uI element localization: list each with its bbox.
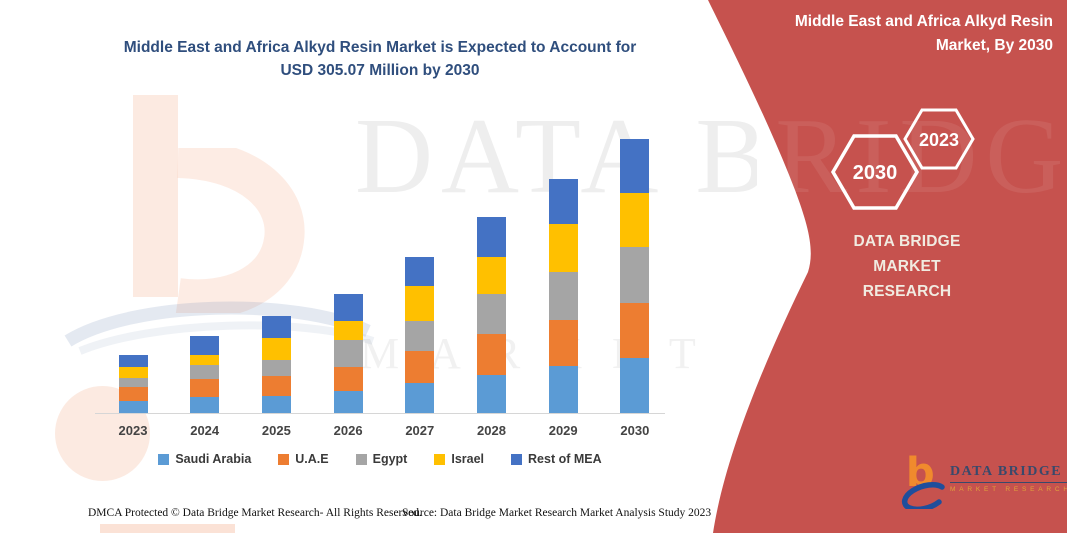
logo-text-block: DATA BRIDGE MARKET RESEARCH <box>950 464 1067 493</box>
main-title-line1: Middle East and Africa Alkyd Resin Marke… <box>123 39 637 56</box>
legend-item-egypt: Egypt <box>355 452 408 466</box>
logo-name: DATA BRIDGE <box>950 464 1067 483</box>
hexagon-2023-label: 2023 <box>919 130 959 150</box>
bar-segment-egypt-2027 <box>405 320 435 352</box>
bar-segment-rest-of-mea-2024 <box>190 335 220 355</box>
bar-segment-rest-of-mea-2023 <box>118 354 148 368</box>
x-axis-label-2026: 2026 <box>333 423 363 438</box>
bar-segment-israel-2023 <box>118 367 148 378</box>
bar-segment-saudi-arabia-2030 <box>620 358 650 413</box>
bar-segment-rest-of-mea-2029 <box>548 178 578 225</box>
bar-segment-saudi-arabia-2025 <box>261 395 291 413</box>
hexagon-2030-label: 2030 <box>853 162 898 184</box>
bar-segment-u-a-e-2030 <box>620 302 650 359</box>
x-axis-label-2027: 2027 <box>405 423 435 438</box>
bar-segment-egypt-2023 <box>118 377 148 388</box>
legend-label: Israel <box>451 452 485 466</box>
bar-segment-u-a-e-2023 <box>118 387 148 401</box>
x-axis-label-2030: 2030 <box>620 423 650 438</box>
bar-segment-rest-of-mea-2025 <box>261 316 291 338</box>
logo-tagline: MARKET RESEARCH <box>950 486 1067 493</box>
x-axis-label-2024: 2024 <box>190 423 220 438</box>
brand-text: DATA BRIDGE MARKET RESEARCH <box>818 229 996 304</box>
brand-line2: RESEARCH <box>862 283 952 300</box>
legend-label: Saudi Arabia <box>175 452 252 466</box>
data-bridge-logo: b DATA BRIDGE MARKET RESEARCH <box>898 453 1067 511</box>
legend-label: Rest of MEA <box>528 452 602 466</box>
bar-segment-egypt-2029 <box>548 272 578 320</box>
bar-segment-rest-of-mea-2028 <box>477 217 506 257</box>
legend-item-saudi-arabia: Saudi Arabia <box>158 452 251 466</box>
bar-segment-saudi-arabia-2026 <box>333 390 363 413</box>
bar-segment-rest-of-mea-2026 <box>333 293 363 322</box>
bar-segment-u-a-e-2026 <box>333 367 363 391</box>
bar-segment-saudi-arabia-2024 <box>190 396 220 413</box>
legend-swatch <box>158 453 170 465</box>
side-panel-title: Middle East and Africa Alkyd Resin Marke… <box>753 10 1053 58</box>
side-panel-title-line1: Middle East and Africa Alkyd Resin <box>794 13 1053 30</box>
legend-swatch <box>278 453 290 465</box>
main-title: Middle East and Africa Alkyd Resin Marke… <box>60 36 700 82</box>
x-axis-label-2029: 2029 <box>548 423 578 438</box>
hexagon-badges: 2030 2023 <box>830 108 975 210</box>
bar-segment-saudi-arabia-2027 <box>405 383 435 413</box>
bar-segment-u-a-e-2024 <box>190 378 220 397</box>
bar-segment-u-a-e-2028 <box>477 333 506 376</box>
bar-segment-u-a-e-2025 <box>261 376 291 396</box>
bar-segment-rest-of-mea-2030 <box>620 139 650 193</box>
legend-label: Egypt <box>372 452 408 466</box>
logo-swoosh-icon <box>901 482 945 509</box>
legend-item-israel: Israel <box>434 452 484 466</box>
bar-segment-saudi-arabia-2023 <box>118 400 148 413</box>
x-axis-label-2028: 2028 <box>477 423 506 438</box>
bar-segment-egypt-2024 <box>190 365 220 379</box>
legend: Saudi Arabia U.A.E Egypt Israel Rest of MEA <box>85 452 675 466</box>
x-axis-labels: 2023 2024 2025 2026 2027 2028 2029 2030 <box>95 423 665 441</box>
bar-segment-israel-2029 <box>548 224 578 272</box>
bar-segment-rest-of-mea-2027 <box>405 256 435 287</box>
bar-segment-israel-2024 <box>190 354 220 366</box>
plot-area <box>95 137 665 414</box>
legend-swatch <box>434 453 446 465</box>
bar-segment-saudi-arabia-2028 <box>477 375 506 413</box>
bar-segment-israel-2028 <box>477 256 506 295</box>
bar-segment-israel-2026 <box>333 321 363 341</box>
x-axis-label-2025: 2025 <box>261 423 291 438</box>
bar-segment-israel-2030 <box>620 192 650 247</box>
hexagon-2023 <box>903 108 975 170</box>
legend-item-rest-of-mea: Rest of MEA <box>511 452 602 466</box>
bar-segment-u-a-e-2029 <box>548 319 578 367</box>
hexagon-2030 <box>830 134 920 210</box>
legend-swatch <box>355 453 367 465</box>
legend-item-u-a-e: U.A.E <box>278 452 329 466</box>
bar-segment-egypt-2030 <box>620 246 650 303</box>
footer-source: Source: Data Bridge Market Research Mark… <box>402 507 712 519</box>
side-panel-title-line2: Market, By 2030 <box>935 37 1053 54</box>
main-title-line2: USD 305.07 Million by 2030 <box>280 62 480 79</box>
brand-line1: DATA BRIDGE MARKET <box>853 233 961 275</box>
bar-segment-israel-2025 <box>261 337 291 361</box>
footer-dmca: DMCA Protected © Data Bridge Market Rese… <box>88 507 422 519</box>
legend-swatch <box>511 453 523 465</box>
bar-segment-egypt-2026 <box>333 340 363 368</box>
bar-segment-egypt-2028 <box>477 294 506 334</box>
legend-label: U.A.E <box>295 452 329 466</box>
bar-segment-israel-2027 <box>405 286 435 321</box>
bar-segment-u-a-e-2027 <box>405 351 435 384</box>
x-axis-label-2023: 2023 <box>118 423 148 438</box>
bar-segment-egypt-2025 <box>261 360 291 377</box>
bar-segment-saudi-arabia-2029 <box>548 366 578 413</box>
